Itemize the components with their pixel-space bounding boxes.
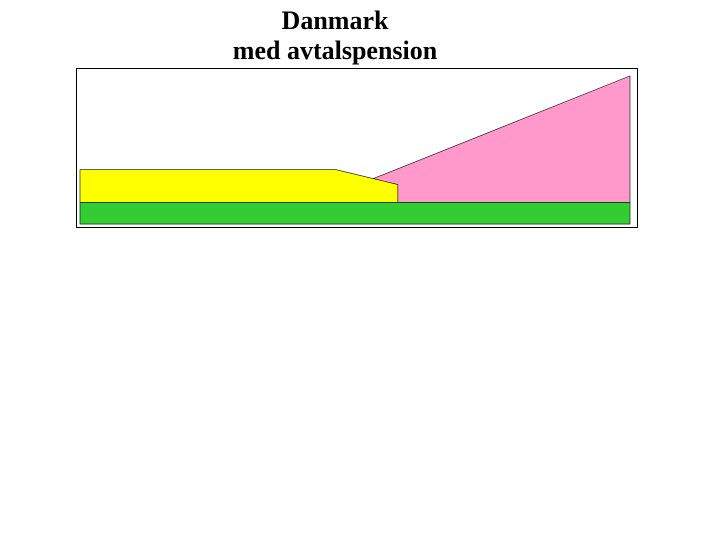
- area-chart-svg: [77, 69, 637, 227]
- area-layer-green: [80, 202, 630, 224]
- chart-title-line2: med avtalspension: [0, 36, 695, 66]
- area-layer-yellow: [80, 170, 398, 203]
- chart-plot-area: [76, 68, 638, 228]
- chart-title: Danmark med avtalspension: [0, 6, 695, 66]
- chart-title-line1: Danmark: [0, 6, 695, 36]
